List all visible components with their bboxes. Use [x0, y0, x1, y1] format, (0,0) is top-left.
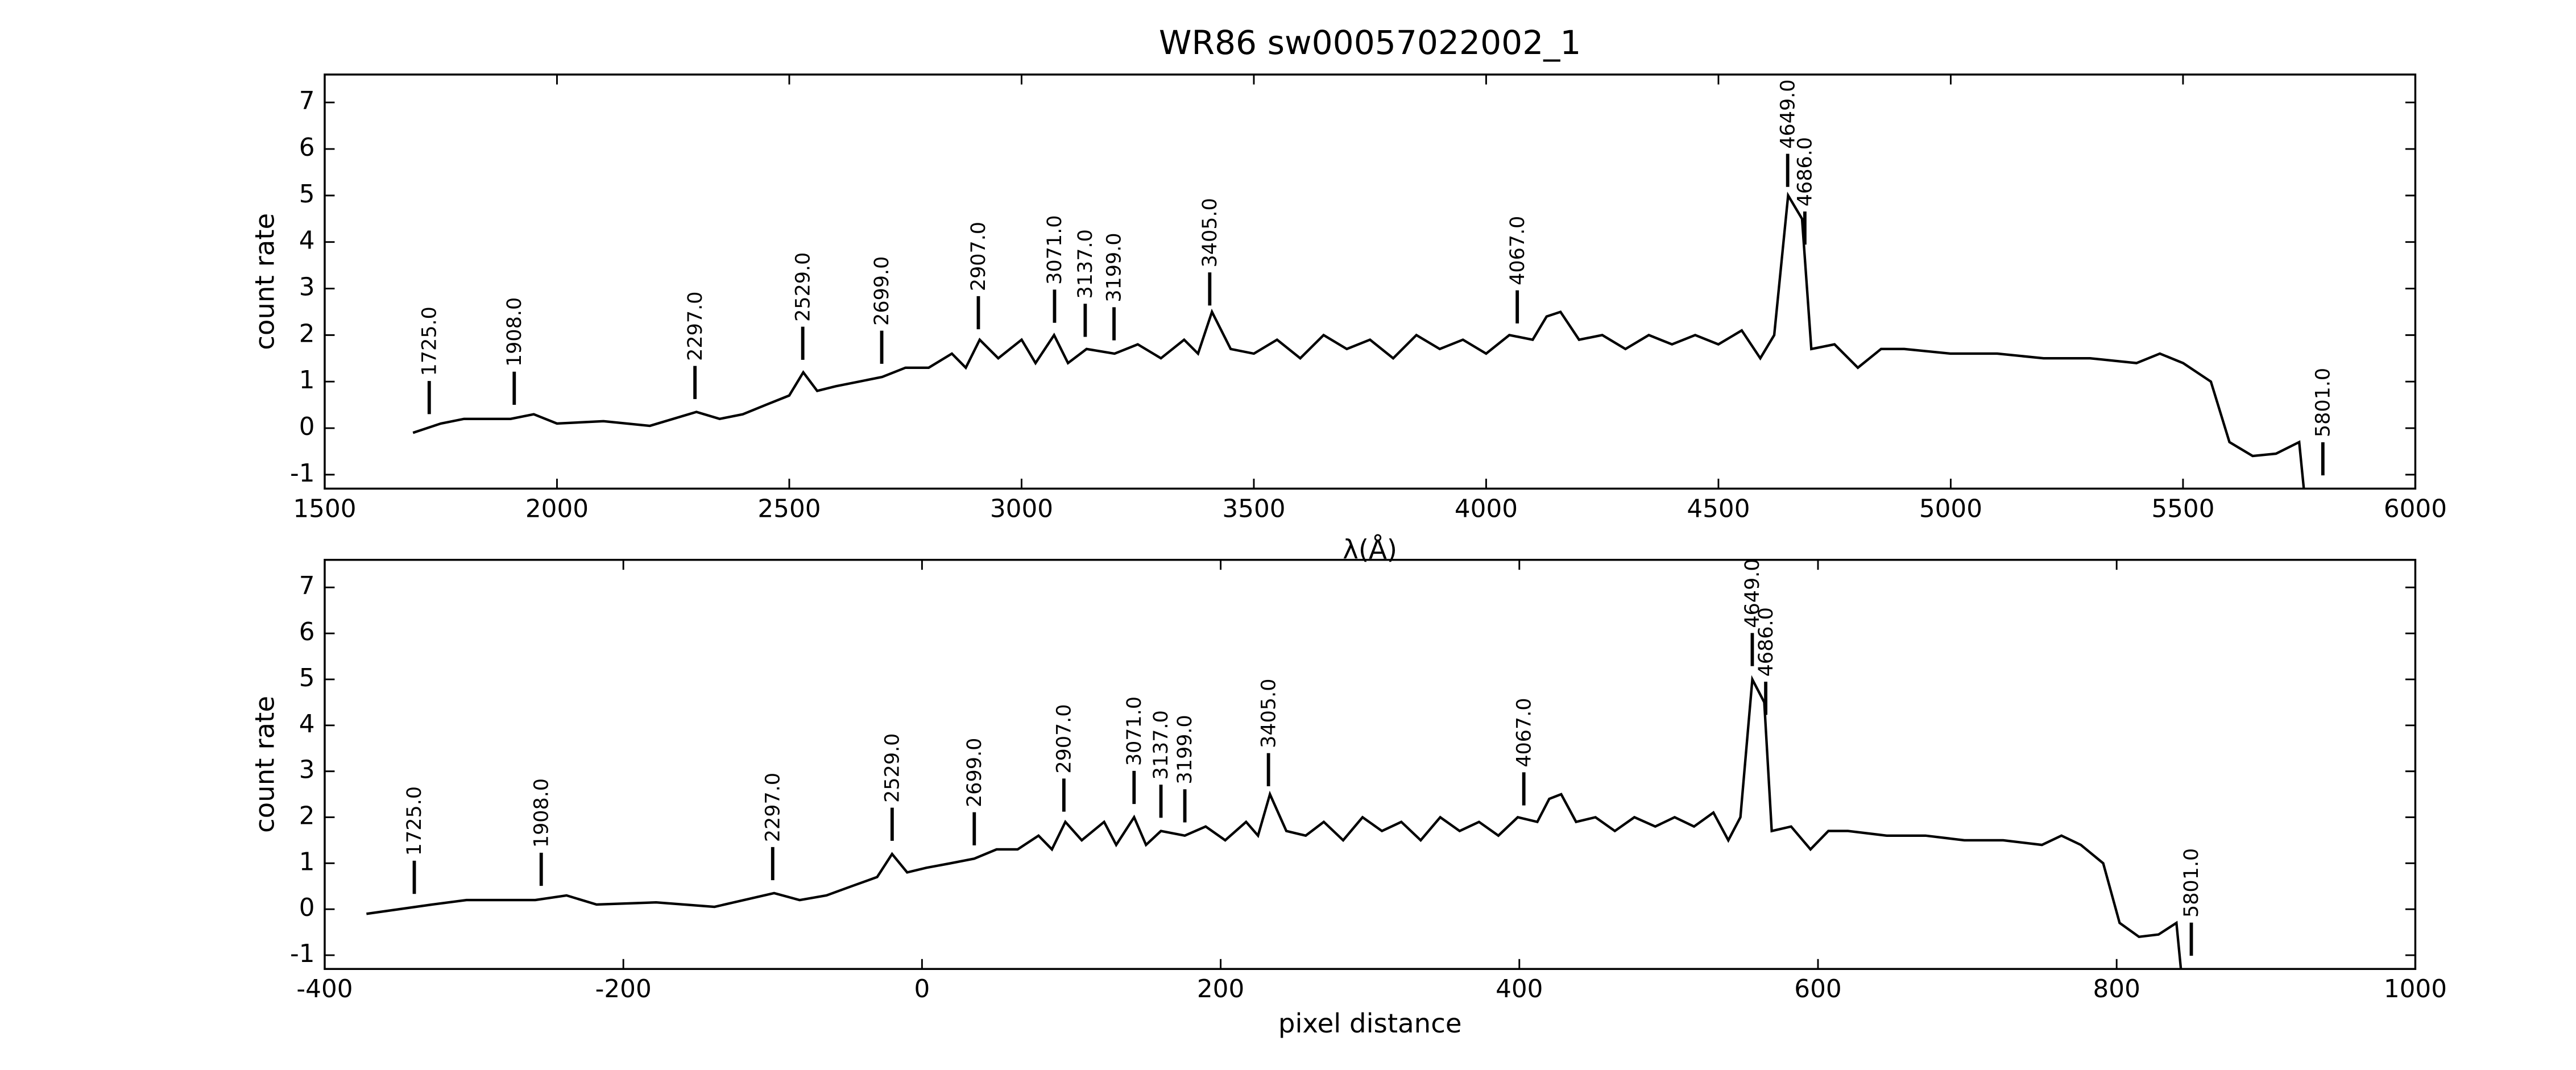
line-marker-label: 3137.0	[1074, 229, 1097, 298]
line-marker-label: 4067.0	[1506, 216, 1529, 285]
spectrum-line	[366, 675, 2182, 969]
line-marker-label: 3071.0	[1043, 215, 1066, 284]
line-marker-label: 4067.0	[1513, 698, 1535, 767]
line-marker-label: 3405.0	[1257, 679, 1280, 748]
x-tick-label: 2000	[525, 494, 589, 523]
x-tick-label: 5500	[2151, 494, 2214, 523]
y-tick-label: 7	[299, 571, 315, 600]
x-tick-label: 200	[1197, 974, 1244, 1003]
y-tick-label: 4	[299, 226, 315, 255]
x-tick-label: 4500	[1687, 494, 1750, 523]
y-tick-label: 3	[299, 273, 315, 302]
y-axis-label: count rate	[250, 213, 280, 350]
line-marker-label: 2297.0	[684, 292, 707, 361]
axes-frame	[324, 73, 2417, 490]
x-tick-label: 1500	[293, 494, 356, 523]
line-marker-label: 4649.0	[1776, 79, 1799, 148]
line-marker-label: 4686.0	[1794, 137, 1817, 206]
y-axis-label: count rate	[250, 696, 280, 833]
y-tick-label: 4	[299, 710, 315, 739]
x-tick-label: 2500	[757, 494, 821, 523]
line-marker-label: 2529.0	[881, 733, 904, 803]
x-tick-label: 3000	[990, 494, 1053, 523]
y-tick-label: 6	[299, 617, 315, 646]
line-marker-label: 3199.0	[1103, 233, 1126, 302]
y-tick-label: 7	[299, 86, 315, 115]
chart-title: WR86 sw00057022002_1	[1159, 23, 1581, 62]
line-marker-label: 1908.0	[503, 297, 526, 367]
x-tick-label: 800	[2093, 974, 2140, 1003]
line-marker-label: 2907.0	[967, 222, 990, 291]
y-tick-label: -1	[290, 459, 315, 488]
line-marker-label: 1725.0	[403, 786, 426, 856]
y-tick-label: 1	[299, 847, 315, 876]
x-tick-label: -400	[296, 974, 353, 1003]
y-tick-label: 1	[299, 366, 315, 395]
y-tick-label: 6	[299, 133, 315, 162]
x-tick-label: 600	[1794, 974, 1841, 1003]
line-marker-label: 5801.0	[2312, 368, 2334, 437]
line-marker-label: 2699.0	[871, 256, 893, 326]
line-marker-label: 2297.0	[761, 773, 784, 842]
x-tick-label: 1000	[2384, 974, 2447, 1003]
x-tick-label: 6000	[2384, 494, 2447, 523]
y-tick-label: -1	[290, 939, 315, 968]
line-marker-label: 2699.0	[963, 738, 986, 807]
line-marker-label: 3071.0	[1123, 696, 1146, 766]
line-marker-label: 1908.0	[530, 778, 553, 848]
y-tick-label: 5	[299, 180, 315, 209]
line-marker-label: 3137.0	[1150, 710, 1173, 779]
x-tick-label: 5000	[1919, 494, 1982, 523]
line-marker-label: 4686.0	[1755, 607, 1778, 677]
x-axis-label: pixel distance	[1278, 1008, 1462, 1039]
y-tick-label: 2	[299, 319, 315, 348]
y-tick-label: 0	[299, 893, 315, 922]
y-tick-label: 3	[299, 756, 315, 785]
x-tick-label: 4000	[1455, 494, 1518, 523]
x-tick-label: -200	[595, 974, 652, 1003]
axes-frame	[324, 558, 2417, 971]
line-marker-label: 1725.0	[418, 306, 441, 376]
x-tick-label: 0	[914, 974, 930, 1003]
y-tick-label: 2	[299, 801, 315, 830]
line-marker-label: 3405.0	[1199, 198, 1221, 267]
line-marker-label: 2907.0	[1053, 704, 1076, 773]
x-tick-label: 400	[1496, 974, 1543, 1003]
line-marker-label: 3199.0	[1174, 715, 1196, 784]
line-marker-label: 5801.0	[2180, 848, 2203, 918]
x-tick-label: 3500	[1222, 494, 1285, 523]
line-marker-label: 4649.0	[1741, 558, 1764, 628]
spectrum-line	[412, 191, 2305, 489]
y-tick-label: 5	[299, 663, 315, 692]
line-marker-label: 2529.0	[792, 252, 814, 322]
y-tick-label: 0	[299, 412, 315, 441]
